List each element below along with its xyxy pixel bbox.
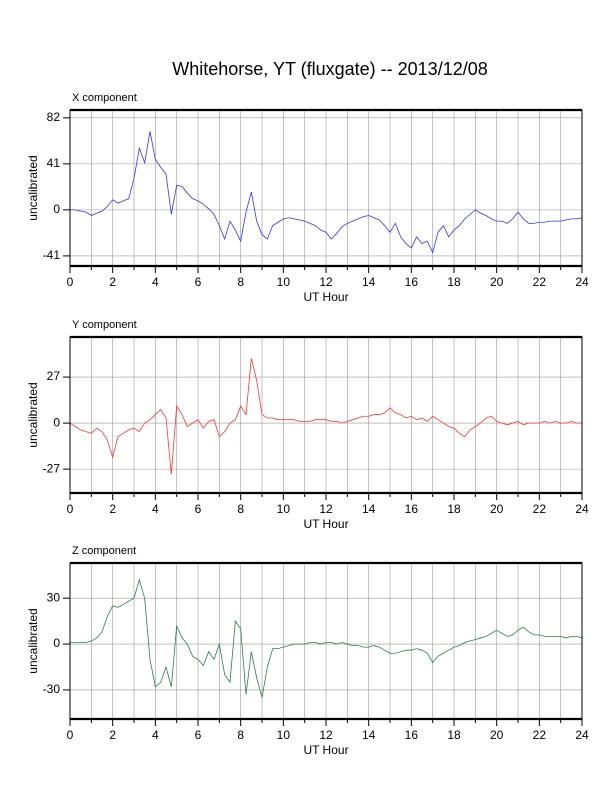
x-tick-label: 20 xyxy=(490,502,504,516)
x-tick-label: 0 xyxy=(67,502,74,516)
y-tick-label: 27 xyxy=(47,369,61,383)
y-tick-label: 82 xyxy=(47,110,61,124)
x-tick-label: 2 xyxy=(109,275,116,289)
x-tick-label: 6 xyxy=(195,502,202,516)
x-tick-label: 16 xyxy=(405,275,419,289)
y-tick-label: 41 xyxy=(47,156,61,170)
x-tick-label: 20 xyxy=(490,728,504,742)
x-tick-label: 4 xyxy=(152,502,159,516)
x-tick-label: 0 xyxy=(67,728,74,742)
y-tick-label: -41 xyxy=(43,248,61,262)
x-tick-label: 24 xyxy=(575,275,589,289)
x-tick-label: 22 xyxy=(533,275,547,289)
x-axis-label: UT Hour xyxy=(303,290,348,304)
x-tick-label: 22 xyxy=(533,502,547,516)
x-tick-label: 24 xyxy=(575,728,589,742)
y-axis-label: uncalibrated xyxy=(26,155,40,220)
x-tick-label: 4 xyxy=(152,275,159,289)
y-tick-label: 0 xyxy=(53,202,60,216)
panel-title: Z component xyxy=(72,545,136,557)
x-tick-label: 0 xyxy=(67,275,74,289)
x-tick-label: 4 xyxy=(152,728,159,742)
data-line xyxy=(69,358,582,475)
x-tick-label: 24 xyxy=(575,502,589,516)
x-tick-label: 10 xyxy=(277,275,291,289)
y-tick-label: 0 xyxy=(53,636,60,650)
x-tick-label: 14 xyxy=(362,275,376,289)
x-tick-label: 6 xyxy=(195,275,202,289)
y-tick-label: 0 xyxy=(53,415,60,429)
x-tick-label: 8 xyxy=(237,502,244,516)
x-tick-label: 2 xyxy=(109,502,116,516)
x-tick-label: 14 xyxy=(362,728,376,742)
x-tick-label: 16 xyxy=(405,728,419,742)
data-line xyxy=(70,131,583,254)
panel-title: Y component xyxy=(72,319,137,331)
y-tick-label: -30 xyxy=(43,682,61,696)
x-tick-label: 10 xyxy=(277,502,291,516)
x-tick-label: 8 xyxy=(237,728,244,742)
x-tick-label: 18 xyxy=(447,275,461,289)
x-axis-label: UT Hour xyxy=(303,517,348,531)
x-tick-label: 12 xyxy=(319,502,333,516)
x-tick-label: 12 xyxy=(319,728,333,742)
x-tick-label: 6 xyxy=(195,728,202,742)
x-tick-label: 18 xyxy=(447,502,461,516)
y-tick-label: -27 xyxy=(43,461,61,475)
y-tick-label: 30 xyxy=(47,590,61,604)
x-tick-label: 18 xyxy=(447,728,461,742)
x-tick-label: 2 xyxy=(109,728,116,742)
x-axis-label: UT Hour xyxy=(303,743,348,757)
page-title: Whitehorse, YT (fluxgate) -- 2013/12/08 xyxy=(172,59,488,79)
y-axis-label: uncalibrated xyxy=(26,608,40,673)
data-line xyxy=(70,578,583,698)
x-tick-label: 8 xyxy=(237,275,244,289)
x-tick-label: 14 xyxy=(362,502,376,516)
x-tick-label: 16 xyxy=(405,502,419,516)
y-axis-label: uncalibrated xyxy=(26,382,40,447)
panel-title: X component xyxy=(72,92,137,104)
x-tick-label: 20 xyxy=(490,275,504,289)
x-tick-label: 22 xyxy=(533,728,547,742)
x-tick-label: 12 xyxy=(319,275,333,289)
x-tick-label: 10 xyxy=(277,728,291,742)
